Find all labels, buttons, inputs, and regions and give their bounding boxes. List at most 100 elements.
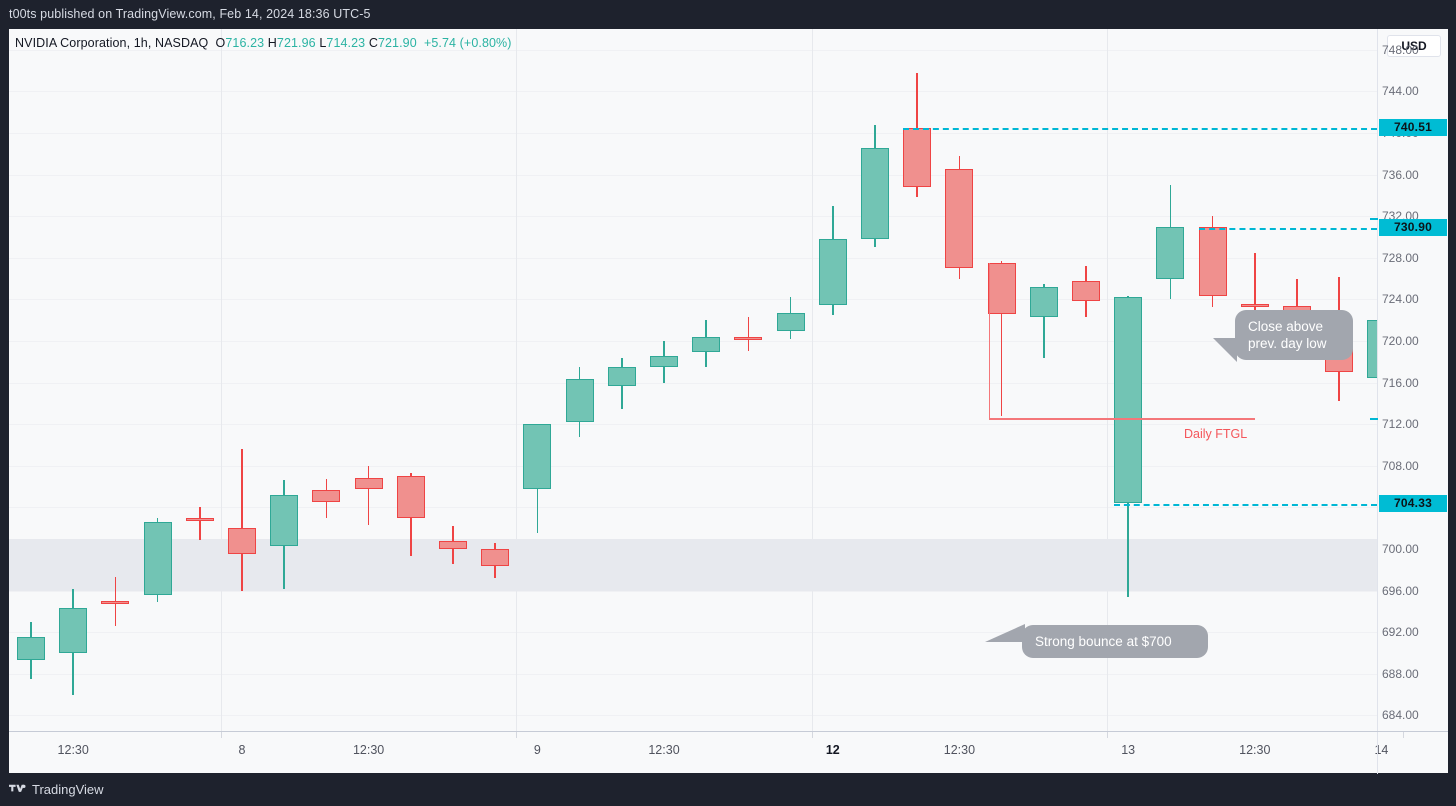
time-tick-label: 12:30 bbox=[648, 743, 680, 757]
price-axis[interactable]: USD 748.00744.00740.00736.00732.00728.00… bbox=[1370, 29, 1448, 731]
candlestick[interactable] bbox=[523, 29, 552, 731]
candlestick[interactable] bbox=[312, 29, 341, 731]
candle-body bbox=[861, 147, 889, 240]
candle-wick bbox=[1043, 283, 1045, 358]
horizontal-gridline bbox=[9, 382, 1377, 384]
price-highlight-tag[interactable]: 740.51 bbox=[1370, 119, 1447, 220]
price-highlight-tag[interactable]: 704.33 bbox=[1379, 495, 1447, 513]
candlestick[interactable] bbox=[945, 29, 974, 731]
horizontal-gridline bbox=[9, 465, 1377, 467]
candlestick[interactable] bbox=[143, 29, 172, 731]
callout-tail bbox=[985, 624, 1025, 642]
horizontal-gridline bbox=[9, 590, 1377, 592]
candle-body bbox=[396, 476, 425, 518]
candlestick[interactable] bbox=[439, 29, 467, 731]
candlestick[interactable] bbox=[1325, 29, 1354, 731]
candlestick[interactable] bbox=[903, 29, 932, 731]
candle-body bbox=[607, 367, 636, 386]
candlestick[interactable] bbox=[396, 29, 425, 731]
price-tick-label: 744.00 bbox=[1382, 84, 1419, 99]
candle-wick bbox=[367, 465, 370, 526]
candle-body bbox=[17, 637, 45, 661]
legend-high-label: H bbox=[267, 36, 277, 50]
time-tick-label: 13 bbox=[1121, 743, 1136, 757]
candlestick[interactable] bbox=[987, 29, 1016, 731]
candle-wick bbox=[241, 449, 243, 591]
price-tick-label: 728.00 bbox=[1382, 250, 1419, 265]
day-separator-gridline bbox=[516, 29, 517, 731]
tradingview-brand: TradingView bbox=[0, 773, 1456, 806]
candlestick[interactable] bbox=[565, 29, 594, 731]
candlestick[interactable] bbox=[1114, 29, 1143, 731]
currency-badge[interactable]: USD bbox=[1387, 35, 1441, 57]
candlestick[interactable] bbox=[1367, 29, 1377, 731]
candlestick[interactable] bbox=[1029, 29, 1058, 731]
candlestick[interactable] bbox=[650, 29, 678, 731]
candle-body bbox=[1240, 303, 1269, 307]
day-separator-gridline bbox=[1107, 29, 1108, 731]
time-tick-label: 12:30 bbox=[57, 743, 89, 757]
candlestick[interactable] bbox=[481, 29, 510, 731]
candlestick[interactable] bbox=[270, 29, 299, 731]
legend-close-value: 721.90 bbox=[377, 36, 417, 50]
price-tick-label: 736.00 bbox=[1382, 167, 1419, 182]
callout-close-above[interactable]: Close above prev. day low bbox=[1235, 310, 1353, 360]
candlestick[interactable] bbox=[1283, 29, 1311, 731]
candlestick[interactable] bbox=[607, 29, 636, 731]
candlestick[interactable] bbox=[59, 29, 88, 731]
ftgl-horizontal-segment[interactable] bbox=[988, 417, 1255, 420]
candle-body bbox=[59, 608, 88, 653]
price-tag-connector bbox=[1370, 217, 1378, 220]
callout-strong-bounce[interactable]: Strong bounce at $700 bbox=[1022, 625, 1208, 658]
horizontal-gridline bbox=[9, 257, 1377, 259]
price-tick-label: 688.00 bbox=[1382, 666, 1419, 681]
candlestick[interactable] bbox=[818, 29, 847, 731]
candlestick[interactable] bbox=[185, 29, 214, 731]
candlestick[interactable] bbox=[692, 29, 721, 731]
price-tick-label: 696.00 bbox=[1382, 583, 1419, 598]
candle-body bbox=[1156, 226, 1185, 279]
candle-body bbox=[354, 478, 383, 489]
candlestick[interactable] bbox=[228, 29, 256, 731]
candle-body bbox=[1029, 286, 1058, 318]
price-tick-label: 684.00 bbox=[1382, 708, 1419, 723]
tradingview-logo-icon bbox=[9, 775, 26, 806]
price-level-line[interactable] bbox=[903, 127, 1377, 130]
time-axis-separator bbox=[516, 732, 517, 738]
candlestick[interactable] bbox=[354, 29, 383, 731]
candle-body bbox=[1367, 320, 1377, 379]
candlestick[interactable] bbox=[17, 29, 45, 731]
candlestick[interactable] bbox=[1240, 29, 1269, 731]
horizontal-gridline bbox=[9, 424, 1377, 426]
candle-body bbox=[1198, 226, 1227, 297]
candlestick[interactable] bbox=[101, 29, 130, 731]
candle-body bbox=[185, 517, 214, 521]
chart-legend[interactable]: NVIDIA Corporation, 1h, NASDAQ O716.23 H… bbox=[15, 36, 512, 50]
chart-canvas[interactable]: Daily FTGL Close above prev. day low Stro… bbox=[9, 29, 1377, 731]
price-level-line[interactable] bbox=[1198, 227, 1377, 230]
candlestick[interactable] bbox=[734, 29, 763, 731]
candle-wick bbox=[199, 507, 201, 540]
time-axis-separator bbox=[812, 732, 813, 738]
candlestick[interactable] bbox=[1156, 29, 1185, 731]
price-level-line[interactable] bbox=[1114, 503, 1377, 506]
horizontal-gridline bbox=[9, 507, 1377, 509]
legend-high-value: 721.96 bbox=[276, 36, 316, 50]
candlestick[interactable] bbox=[1072, 29, 1100, 731]
horizontal-gridline bbox=[9, 715, 1377, 717]
horizontal-gridline bbox=[9, 91, 1377, 93]
legend-symbol[interactable]: NVIDIA Corporation, 1h, NASDAQ bbox=[15, 36, 209, 50]
candlestick[interactable] bbox=[861, 29, 889, 731]
time-axis-separator bbox=[1403, 732, 1404, 738]
candlestick[interactable] bbox=[776, 29, 805, 731]
candle-body bbox=[143, 521, 172, 595]
price-highlight-tag[interactable]: 730.90 bbox=[1370, 219, 1447, 420]
legend-low-value: 714.23 bbox=[326, 36, 366, 50]
legend-close-label: C bbox=[368, 36, 378, 50]
candle-body bbox=[312, 489, 341, 503]
callout-tail bbox=[1213, 338, 1237, 362]
price-tick-label: 720.00 bbox=[1382, 334, 1419, 348]
candlestick[interactable] bbox=[1198, 29, 1227, 731]
